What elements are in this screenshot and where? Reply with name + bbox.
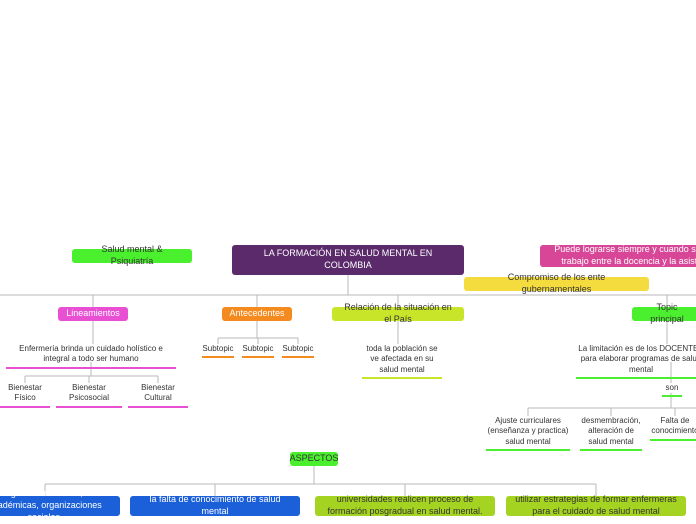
node-aspectos: ASPECTOS (290, 452, 338, 466)
node-topic: Topic principal (632, 307, 696, 321)
text-relacion: toda la población se ve afectada en su s… (362, 344, 442, 383)
node-salud-mental: Salud mental & Psiquiatría (72, 249, 192, 263)
text-enfermeria: Enfermería brinda un cuidado holístico e… (6, 344, 176, 373)
node-lineamientos: Lineamientos (58, 307, 128, 321)
node-compromiso: Compromiso de los ente gubernamentales (464, 277, 649, 291)
text-ajuste: Ajuste curriculares (enseñanza y practic… (486, 416, 570, 455)
text-topic: La limitación es de los DOCENTES para el… (576, 344, 696, 383)
bienestar-cultural: Bienestar Cultural (128, 383, 188, 412)
aspect-2: la falta de conocimiento de salud mental (130, 496, 300, 516)
bienestar-psicosocial: Bienestar Psicosocial (56, 383, 122, 412)
text-son: son (662, 383, 682, 401)
node-relacion: Relación de la situación en el País (332, 307, 464, 321)
subtopic-3: Subtopic (282, 344, 314, 362)
text-desmembracion: desmembración, alteración de salud menta… (580, 416, 642, 455)
aspect-3: universidades realicen proceso de formac… (315, 496, 495, 516)
root-node: LA FORMACIÓN EN SALUD MENTAL EN COLOMBIA (232, 245, 464, 275)
text-falta: Falta de conocimiento (650, 416, 696, 445)
node-antecedentes: Antecedentes (222, 307, 292, 321)
node-puede: Puede lograrse siempre y cuando se de un… (540, 245, 696, 267)
subtopic-2: Subtopic (242, 344, 274, 362)
subtopic-1: Subtopic (202, 344, 234, 362)
aspect-4: utilizar estrategias de formar enfermera… (506, 496, 686, 516)
bienestar-fisico: Bienestar Físico (0, 383, 50, 412)
aspect-1: ente gubernamentales, inst académicas, o… (0, 496, 120, 516)
